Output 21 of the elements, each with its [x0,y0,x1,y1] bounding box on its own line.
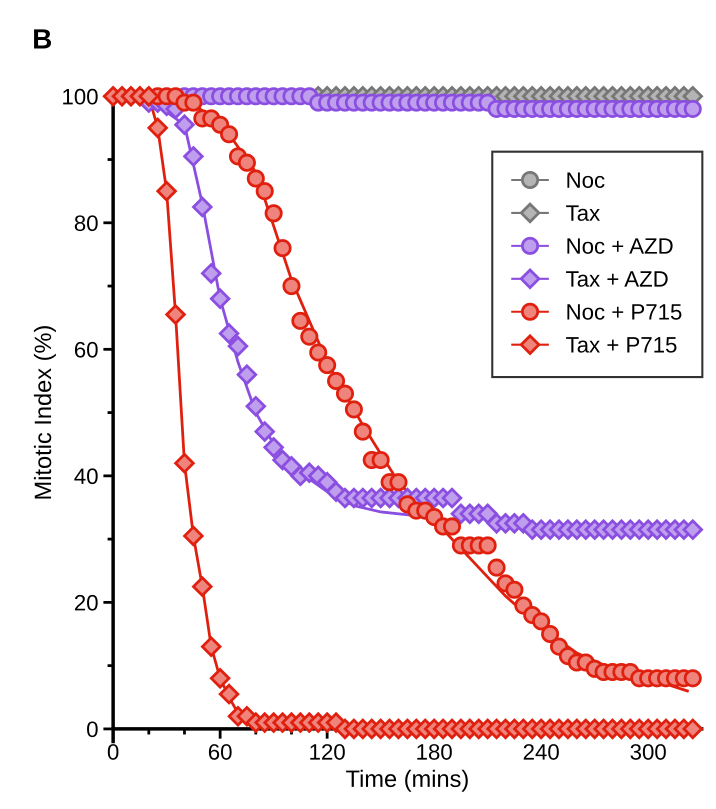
y-axis-title: Mitotic Index (%) [34,326,56,499]
y-tick-label: 0 [87,721,98,738]
legend-label: Tax + AZD [566,271,668,287]
x-tick-label: 120 [310,744,345,760]
x-tick-label: 240 [524,744,559,760]
legend-label: Noc + P715 [567,304,682,320]
legend-label: Tax + P715 [566,337,676,353]
x-tick-label: 0 [108,744,118,760]
legend-label: Tax [566,205,600,221]
y-tick-label: 40 [74,468,98,484]
x-axis-title: Time (mins) [346,770,468,792]
y-tick-label: 100 [63,88,98,105]
x-tick-label: 180 [417,744,452,760]
y-tick-label: 80 [74,215,98,232]
y-tick-label: 60 [74,342,98,358]
x-tick-label: 300 [630,744,666,760]
chart-title: B [34,29,52,48]
x-tick-label: 60 [208,744,232,760]
legend-label: Noc + AZD [567,238,673,254]
y-tick-label: 20 [74,594,98,611]
legend-label: Noc [567,172,605,188]
